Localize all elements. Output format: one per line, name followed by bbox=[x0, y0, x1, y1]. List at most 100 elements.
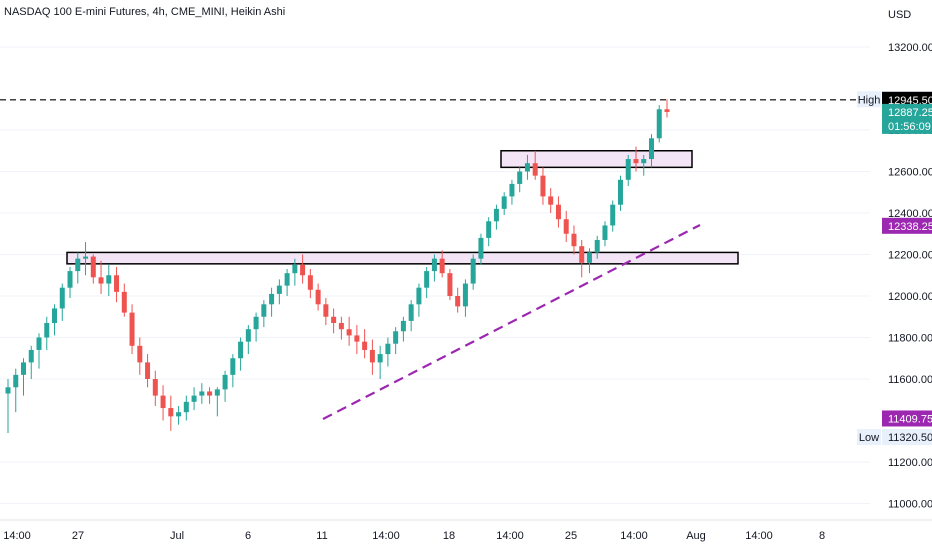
price-tag-value: 11320.50 bbox=[888, 432, 932, 444]
candle-body bbox=[362, 341, 368, 350]
candle-body bbox=[199, 391, 205, 396]
candle-body bbox=[90, 256, 96, 278]
candle-body bbox=[455, 296, 461, 307]
time-tick-label: 6 bbox=[245, 530, 251, 542]
candle-body bbox=[617, 179, 623, 205]
candle-body bbox=[641, 159, 647, 164]
time-tick-label: 14:00 bbox=[745, 530, 773, 542]
price-tag-bg bbox=[882, 91, 932, 108]
price-axis: 13200.0012800.0012600.0012400.0012200.00… bbox=[888, 42, 932, 511]
candle-body bbox=[245, 329, 251, 342]
price-tick-label: 11800.00 bbox=[888, 333, 932, 345]
candle-body bbox=[439, 258, 445, 274]
candle-body bbox=[447, 273, 453, 296]
candle-body bbox=[5, 387, 11, 394]
candle-body bbox=[431, 258, 437, 272]
candle-body bbox=[501, 196, 507, 209]
candle-body bbox=[400, 320, 406, 332]
candle-body bbox=[21, 362, 27, 375]
time-tick-label: Aug bbox=[686, 530, 706, 542]
candle-body bbox=[408, 304, 414, 321]
time-tick-label: 8 bbox=[819, 530, 825, 542]
time-tick-label: 14:00 bbox=[372, 530, 400, 542]
candle-body bbox=[238, 341, 244, 359]
candle-body bbox=[633, 159, 639, 164]
candle-body bbox=[424, 271, 430, 288]
candle-body bbox=[594, 239, 600, 253]
chart-title: NASDAQ 100 E-mini Futures, 4h, CME_MINI,… bbox=[4, 6, 286, 18]
candle-body bbox=[83, 256, 89, 259]
time-tick-label: 25 bbox=[565, 530, 577, 542]
candle-body bbox=[470, 258, 476, 284]
price-tick-label: 11200.00 bbox=[888, 457, 932, 469]
time-tick-label: 11 bbox=[316, 530, 327, 542]
candle-body bbox=[36, 337, 42, 350]
price-tick-label: 12000.00 bbox=[888, 291, 932, 303]
candle-body bbox=[610, 204, 616, 226]
candle-body bbox=[114, 275, 120, 292]
candle-body bbox=[222, 374, 228, 390]
candle-body bbox=[540, 175, 546, 197]
candle-body bbox=[106, 275, 112, 284]
price-tag-label-bg bbox=[857, 91, 881, 108]
candle-body bbox=[137, 345, 143, 363]
candle-body bbox=[354, 335, 360, 342]
candle-body bbox=[579, 246, 585, 263]
candle-body bbox=[269, 293, 275, 305]
time-tick-label: 14:00 bbox=[620, 530, 648, 542]
price-tag-value: 12887.25 bbox=[888, 107, 932, 119]
candle-body bbox=[145, 362, 151, 379]
price-tags: High12948.0012945.5012887.2501:56:091233… bbox=[857, 91, 932, 445]
candle-body bbox=[300, 264, 306, 276]
price-tick-label: 11600.00 bbox=[888, 374, 932, 386]
time-axis: 14:00 27 Jul 6 11 14:00 18 14:00 25 14:00 Aug 14:00… bbox=[0, 519, 932, 542]
candle-body bbox=[67, 271, 73, 288]
candle-body bbox=[183, 401, 189, 413]
candle-body bbox=[517, 171, 523, 184]
candle-body bbox=[385, 343, 391, 355]
price-tag-bg bbox=[882, 428, 932, 445]
candle-body bbox=[555, 204, 561, 220]
candle-body bbox=[602, 225, 608, 240]
candle-body bbox=[331, 316, 337, 323]
candle-body bbox=[75, 258, 81, 272]
candle-body bbox=[28, 349, 34, 363]
price-tick-label: 12600.00 bbox=[888, 167, 932, 179]
candle-body bbox=[160, 395, 166, 409]
candle-body bbox=[191, 395, 197, 402]
price-tag-label-bg bbox=[857, 428, 881, 445]
candle-body bbox=[214, 389, 220, 396]
time-tick-label: 14:00 bbox=[496, 530, 524, 542]
candle-body bbox=[509, 183, 515, 197]
price-tag-bg bbox=[882, 410, 932, 427]
price-tag-value: 12945.50 bbox=[888, 95, 932, 107]
candle-body bbox=[52, 308, 58, 323]
price-tick-label: 11000.00 bbox=[888, 499, 932, 511]
price-tag-value: 11409.75 bbox=[888, 413, 932, 425]
time-tick-label: 18 bbox=[443, 530, 455, 542]
candle-body bbox=[338, 322, 344, 330]
candle-body bbox=[532, 163, 538, 176]
time-tick-label: 27 bbox=[72, 530, 84, 542]
candle-body bbox=[393, 331, 399, 344]
candle-body bbox=[416, 287, 422, 305]
candle-body bbox=[98, 277, 104, 284]
support-zone-box[interactable] bbox=[66, 251, 739, 265]
candle-body bbox=[648, 138, 654, 160]
candle-body bbox=[207, 391, 213, 396]
price-tag-value: 12338.25 bbox=[888, 221, 932, 233]
price-tick-label: 13200.00 bbox=[888, 42, 932, 54]
time-tick-label: 14:00 bbox=[3, 530, 31, 542]
candle-body bbox=[664, 109, 670, 112]
price-tag-label: High bbox=[858, 94, 881, 106]
zones bbox=[66, 150, 739, 265]
candle-body bbox=[253, 316, 259, 330]
candle-body bbox=[261, 304, 267, 317]
grid bbox=[0, 46, 870, 504]
candle-body bbox=[323, 304, 329, 317]
trendline[interactable] bbox=[322, 224, 701, 420]
candle-body bbox=[59, 287, 65, 309]
candle-body bbox=[176, 412, 182, 417]
candle-body bbox=[129, 312, 135, 346]
